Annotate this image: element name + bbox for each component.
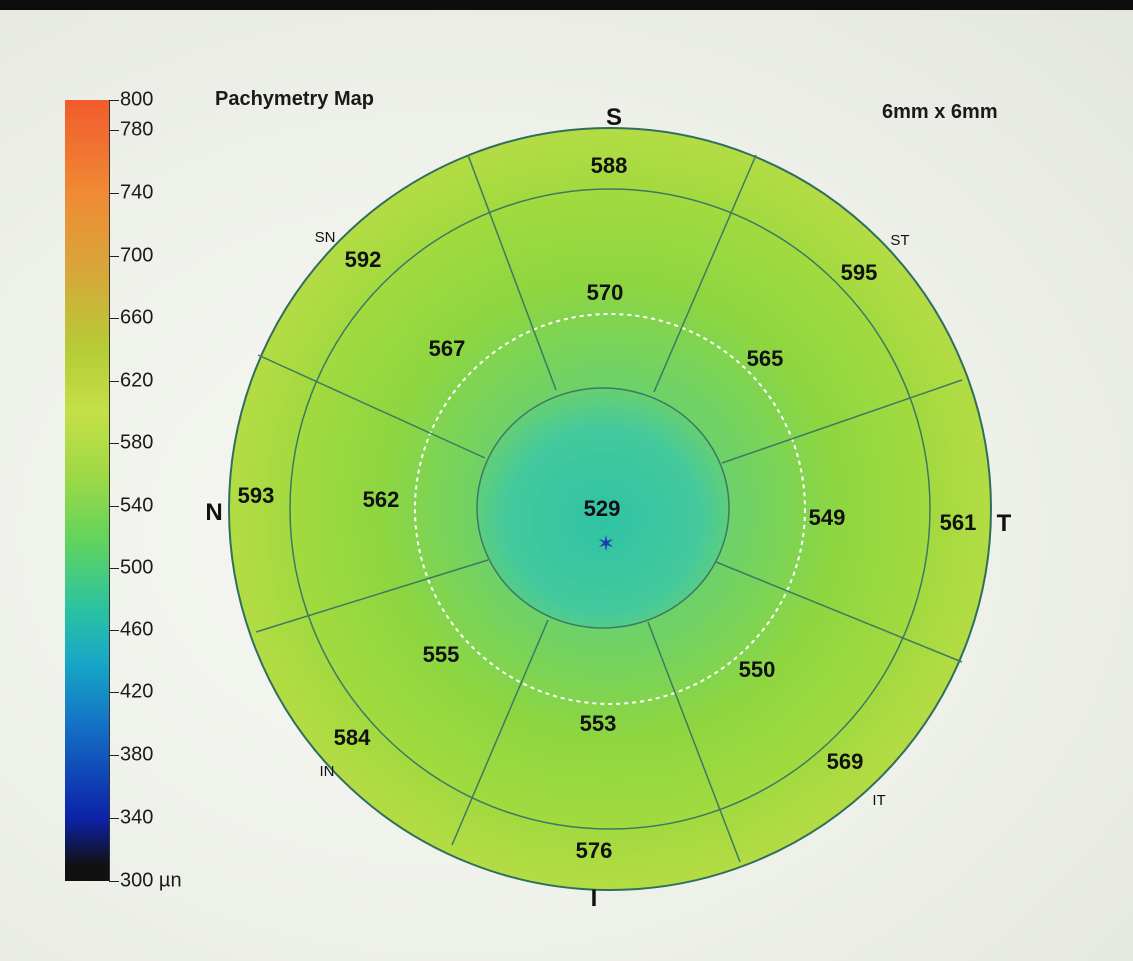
scale-tick — [109, 755, 119, 756]
outer-inferonasal-thickness: 584 — [334, 725, 371, 750]
scale-label-740: 740 — [120, 181, 154, 204]
quadrant-label-st: ST — [890, 232, 909, 249]
outer-inferotemporal-thickness: 569 — [827, 749, 864, 774]
inner-superotemporal-thickness: 565 — [747, 346, 784, 371]
quadrant-label-it: IT — [872, 792, 885, 809]
outer-superior-thickness: 588 — [591, 153, 628, 178]
inner-nasal-thickness: 562 — [363, 487, 400, 512]
scale-tick — [109, 881, 119, 882]
scale-label-620: 620 — [120, 369, 154, 392]
scale-label-500: 500 — [120, 556, 154, 579]
scale-tick — [109, 818, 119, 819]
inferior-label: I — [591, 885, 598, 912]
scale-label-660: 660 — [120, 306, 154, 329]
dashed-ring — [414, 313, 806, 705]
scale-tick — [109, 692, 119, 693]
scale-tick — [109, 100, 119, 101]
scale-tick — [109, 568, 119, 569]
sector-dividers — [255, 154, 963, 863]
scale-tick — [109, 256, 119, 257]
center-zone — [476, 387, 730, 629]
map-title: Pachymetry Map — [215, 88, 374, 110]
scale-tick — [109, 381, 119, 382]
inner-inferotemporal-thickness: 550 — [739, 657, 776, 682]
scale-tick — [109, 318, 119, 319]
scale-label-780: 780 — [120, 118, 154, 141]
quadrant-label-sn: SN — [315, 229, 336, 246]
scale-label-340: 340 — [120, 806, 154, 829]
scale-tick — [109, 130, 119, 131]
outer-nasal-thickness: 593 — [238, 483, 275, 508]
scale-label-540: 540 — [120, 494, 154, 517]
center-marker-icon: ✶ — [597, 531, 615, 556]
scale-label-420: 420 — [120, 680, 154, 703]
scale-label-580: 580 — [120, 431, 154, 454]
outer-temporal-thickness: 561 — [940, 510, 977, 535]
scan-size-label: 6mm x 6mm — [882, 101, 998, 123]
outer-inferior-thickness: 576 — [576, 838, 613, 863]
mid-ring — [289, 188, 931, 830]
scale-tick — [109, 193, 119, 194]
thickness-color-scale — [65, 100, 110, 881]
scale-tick — [109, 630, 119, 631]
center-thickness: 529 — [584, 496, 621, 521]
scale-label-300: 300 µn — [120, 869, 182, 892]
scale-tick — [109, 506, 119, 507]
inner-temporal-thickness: 549 — [809, 505, 846, 530]
outer-superonasal-thickness: 592 — [345, 247, 382, 272]
inner-superior-thickness: 570 — [587, 280, 624, 305]
scale-tick — [109, 443, 119, 444]
scale-label-460: 460 — [120, 618, 154, 641]
inner-inferonasal-thickness: 555 — [423, 642, 460, 667]
superior-label: S — [606, 104, 622, 131]
nasal-label: N — [205, 499, 222, 526]
scale-label-380: 380 — [120, 743, 154, 766]
inner-inferior-thickness: 553 — [580, 711, 617, 736]
monitor-bezel — [0, 0, 1133, 10]
scale-label-800: 800 — [120, 88, 154, 111]
inner-superonasal-thickness: 567 — [429, 336, 466, 361]
quadrant-label-in: IN — [320, 763, 335, 780]
scale-label-700: 700 — [120, 244, 154, 267]
temporal-label: T — [997, 510, 1012, 537]
outer-superotemporal-thickness: 595 — [841, 260, 878, 285]
